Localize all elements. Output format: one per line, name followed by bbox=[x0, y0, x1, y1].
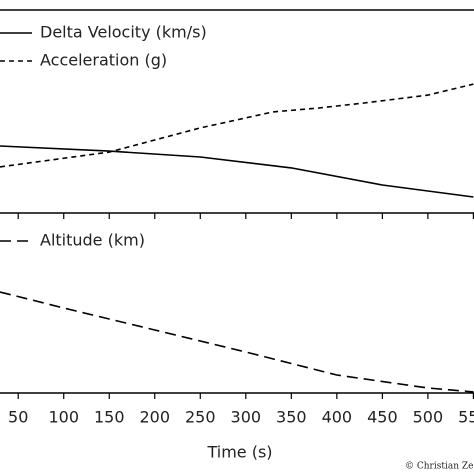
legend-label: Acceleration (g) bbox=[40, 51, 167, 70]
x-tick-label: 50 bbox=[8, 408, 28, 427]
x-tick-label: 150 bbox=[94, 408, 125, 427]
credit: © Christian Zech bbox=[405, 462, 474, 472]
x-tick-label: 350 bbox=[276, 408, 307, 427]
legend-label: Altitude (km) bbox=[40, 231, 145, 250]
x-tick-label: 450 bbox=[367, 408, 398, 427]
x-tick-label: 100 bbox=[48, 408, 79, 427]
line-series bbox=[0, 291, 474, 393]
x-tick-label: 500 bbox=[413, 408, 444, 427]
x-tick-label: 200 bbox=[139, 408, 170, 427]
x-tick-label: 300 bbox=[231, 408, 262, 427]
x-axis-label: Time (s) bbox=[206, 443, 272, 462]
x-tick-label: 250 bbox=[185, 408, 216, 427]
line-series bbox=[0, 83, 474, 168]
line-series bbox=[0, 145, 474, 198]
x-tick-label: 400 bbox=[322, 408, 353, 427]
legend-label: Delta Velocity (km/s) bbox=[40, 23, 207, 42]
x-tick-label: 550 bbox=[458, 408, 474, 427]
